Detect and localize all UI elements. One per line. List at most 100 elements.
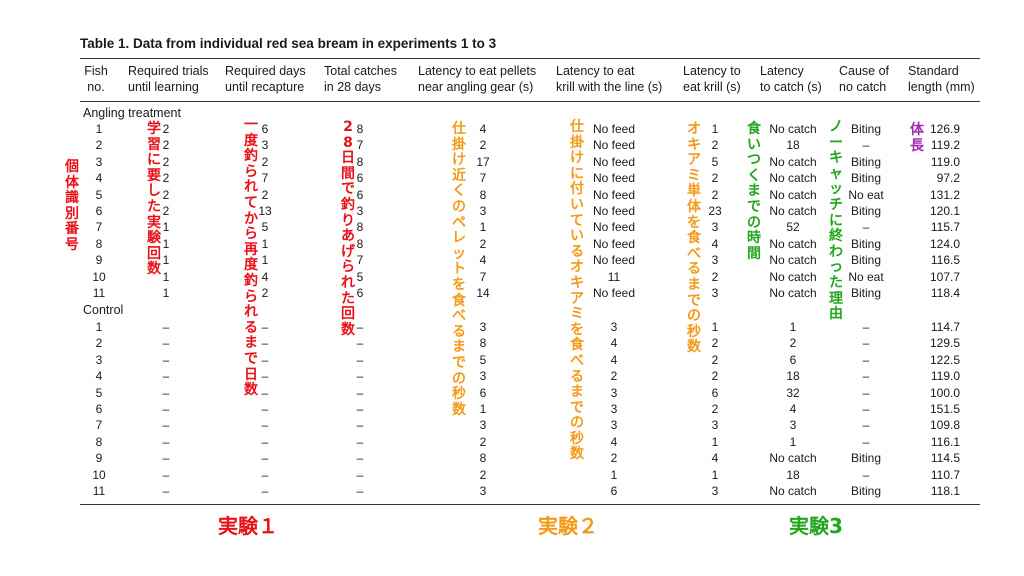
cell-catch: No catch [769,236,817,251]
cell-days: – [261,385,269,400]
cell-days: 6 [261,122,269,136]
cell-krill-line: 2 [610,369,618,384]
cell-catches: 7 [356,253,364,268]
cell-days: – [261,369,269,384]
cell-krill: 3 [711,253,719,268]
cell-fish: 1 [95,122,103,136]
cell-krill: 4 [711,236,719,251]
cell-trials: 1 [162,269,170,284]
cell-pellets: 6 [479,385,487,400]
cell-cause: Biting [850,286,882,300]
cell-trials: 2 [162,154,170,169]
cell-catch: No catch [769,122,817,136]
cell-catch: 4 [789,402,797,416]
cell-krill: 2 [711,187,719,202]
cell-trials: – [162,336,170,351]
cell-catches: 8 [356,154,364,169]
cell-krill: 2 [711,352,719,367]
cell-pellets: 4 [479,122,487,136]
cell-length: 126.9 [929,122,960,136]
cell-cause: – [862,385,870,400]
cell-length: 97.2 [936,171,960,186]
cell-krill-line: No feed [592,154,636,169]
cell-cause: Biting [850,236,882,251]
cell-catches: 7 [356,138,364,153]
experiment-3-label: 実験3 [789,514,843,538]
cell-trials: 2 [162,187,170,202]
cell-cause: Biting [850,122,882,136]
cell-catches: – [356,467,364,482]
cell-krill-line: No feed [592,220,636,235]
cell-pellets: 8 [479,336,487,351]
cell-krill: 2 [711,402,719,416]
cell-catches: – [356,385,364,400]
cell-fish: 3 [95,352,103,367]
cell-krill-line: No feed [592,236,636,251]
cell-krill-line: 1 [610,467,618,482]
cell-catch: 3 [789,418,797,433]
cell-krill-line: 2 [610,451,618,466]
cell-fish: 1 [95,320,103,334]
cell-fish: 11 [92,484,106,498]
cell-length: 119.2 [930,138,960,153]
cell-length: 120.1 [929,204,960,218]
cell-days: 5 [261,220,269,235]
section-control: Control [83,303,124,317]
cell-trials: 1 [162,236,170,251]
top-rule [80,58,980,59]
annotation-catch: 食いつくまでの時間 [747,121,761,262]
annotation-krill-line: 仕掛けに付いているオキアミを食べるまでの秒数 [570,119,584,463]
cell-catch: No catch [769,204,817,218]
cell-cause: – [862,352,870,367]
cell-trials: – [162,451,170,466]
header-fish: Fish no. [84,64,108,94]
cell-trials: 2 [162,138,170,153]
cell-fish: 5 [95,187,103,202]
cell-cause: – [862,467,870,482]
cell-catch: No catch [769,154,817,169]
cell-catches: 6 [356,187,364,202]
cell-length: 100.0 [929,385,960,400]
cell-pellets: 2 [479,434,487,449]
cell-krill: 1 [711,320,719,334]
cell-days: – [261,467,269,482]
cell-catch: No catch [769,286,817,300]
cell-catch: No catch [769,171,817,186]
cell-cause: – [862,336,870,351]
cell-krill-line: No feed [592,171,636,186]
experiment-2-label: 実験２ [538,514,598,538]
cell-length: 131.2 [929,187,960,202]
cell-pellets: 1 [479,402,487,416]
cell-catches: 5 [356,269,364,284]
cell-days: – [261,434,269,449]
cell-trials: – [162,385,170,400]
cell-krill-line: 3 [610,418,618,433]
cell-trials: 2 [162,204,170,218]
cell-pellets: 17 [476,154,490,169]
cell-catches: – [356,434,364,449]
cell-fish: 10 [92,269,106,284]
cell-days: – [261,336,269,351]
header-krill-line: Latency to eat krill with the line (s) [556,64,663,94]
bottom-rule [80,504,980,505]
cell-catches: – [356,336,364,351]
cell-trials: 1 [162,220,170,235]
cell-cause: – [862,369,870,384]
cell-days: – [261,418,269,433]
cell-days: 4 [261,269,269,284]
cell-fish: 6 [95,402,103,416]
cell-catch: No catch [769,253,817,268]
cell-cause: Biting [850,451,882,466]
cell-fish: 7 [95,418,103,433]
cell-krill-line: 3 [610,402,618,416]
cell-trials: – [162,434,170,449]
cell-krill-line: 11 [607,269,621,284]
cell-trials: 2 [162,171,170,186]
header-trials: Required trials until learning [128,64,209,94]
cell-pellets: 1 [479,220,487,235]
cell-pellets: 8 [479,187,487,202]
cell-length: 116.1 [930,434,960,449]
cell-fish: 8 [95,236,103,251]
cell-fish: 11 [92,286,106,300]
cell-trials: – [162,484,170,498]
